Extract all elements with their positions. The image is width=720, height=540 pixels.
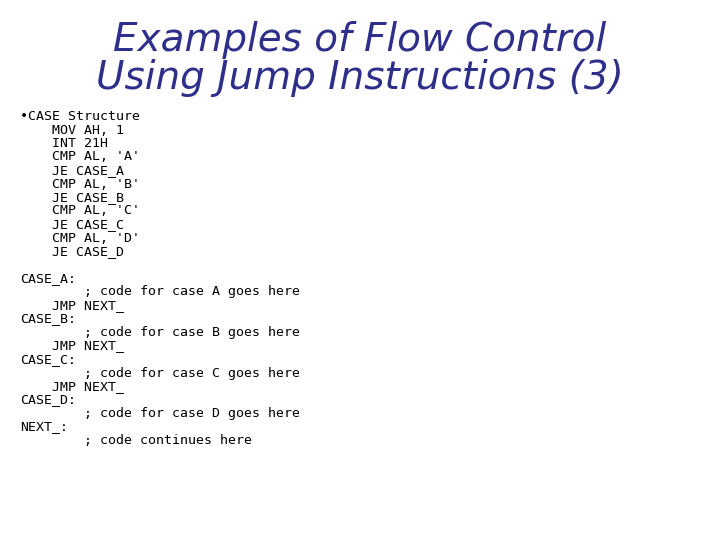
Text: JMP NEXT_: JMP NEXT_: [20, 380, 124, 393]
Text: JE CASE_D: JE CASE_D: [20, 245, 124, 258]
Text: JMP NEXT_: JMP NEXT_: [20, 299, 124, 312]
Text: CMP AL, 'C': CMP AL, 'C': [20, 205, 140, 218]
Text: CMP AL, 'D': CMP AL, 'D': [20, 232, 140, 245]
Text: ; code continues here: ; code continues here: [20, 434, 252, 447]
Text: Examples of Flow Control: Examples of Flow Control: [113, 21, 607, 59]
Text: MOV AH, 1: MOV AH, 1: [20, 124, 124, 137]
Text: ; code for case B goes here: ; code for case B goes here: [20, 326, 300, 339]
Text: NEXT_:: NEXT_:: [20, 421, 68, 434]
Text: CASE_B:: CASE_B:: [20, 313, 76, 326]
Text: CASE_D:: CASE_D:: [20, 394, 76, 407]
Text: INT 21H: INT 21H: [20, 137, 108, 150]
Text: Using Jump Instructions (3): Using Jump Instructions (3): [96, 59, 624, 97]
Text: CMP AL, 'A': CMP AL, 'A': [20, 151, 140, 164]
Text: CASE_A:: CASE_A:: [20, 272, 76, 285]
Text: CASE_C:: CASE_C:: [20, 353, 76, 366]
Text: CMP AL, 'B': CMP AL, 'B': [20, 178, 140, 191]
Text: •CASE Structure: •CASE Structure: [20, 110, 140, 123]
Text: ; code for case D goes here: ; code for case D goes here: [20, 407, 300, 420]
Text: JE CASE_C: JE CASE_C: [20, 218, 124, 231]
Text: JMP NEXT_: JMP NEXT_: [20, 340, 124, 353]
Text: ; code for case A goes here: ; code for case A goes here: [20, 286, 300, 299]
Text: JE CASE_A: JE CASE_A: [20, 164, 124, 177]
Text: JE CASE_B: JE CASE_B: [20, 191, 124, 204]
Text: ; code for case C goes here: ; code for case C goes here: [20, 367, 300, 380]
